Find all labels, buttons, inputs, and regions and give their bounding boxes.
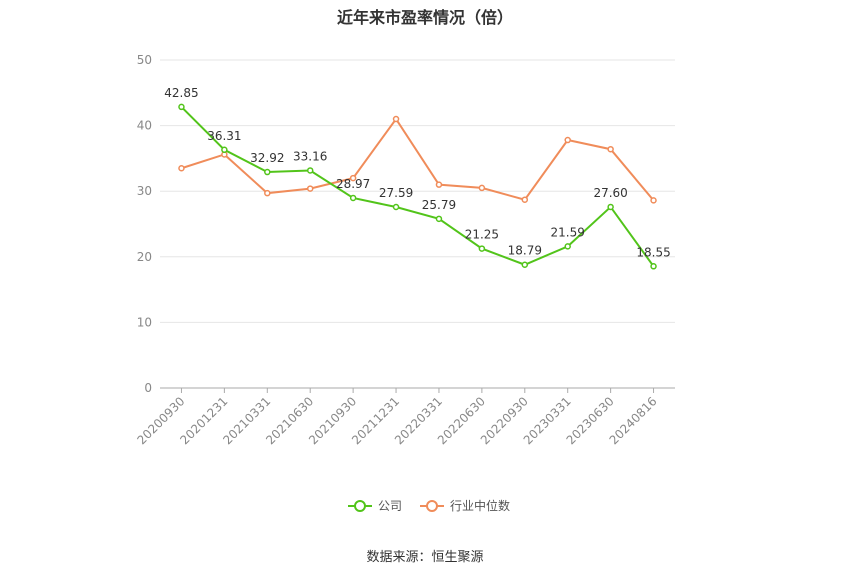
chart-title: 近年来市盈率情况（倍） [336,8,513,27]
legend-label: 行业中位数 [450,498,510,513]
data-point [264,168,271,176]
data-label: 18.79 [508,244,542,258]
data-label: 36.31 [207,129,241,143]
data-point [607,145,614,153]
data-label: 25.79 [422,198,456,212]
data-point [306,185,314,192]
legend-layer: 公司 行业中位数 [348,498,510,513]
series-line [181,117,655,202]
data-point [435,215,443,223]
data-point [392,115,400,123]
data-label: 33.16 [293,149,327,163]
data-point [264,189,271,197]
data-point [178,103,185,111]
data-point [478,245,486,252]
label-layer: 42.85 36.31 32.92 33.16 28.97 27.59 25.79 21.25… [164,86,670,259]
data-point [221,146,228,154]
data-label: 27.59 [379,186,413,200]
data-source-note: 数据来源：恒生聚源 [366,550,484,565]
legend-marker [354,500,366,512]
y-tick-label: 0 [144,381,152,395]
data-label: 18.55 [636,245,670,259]
y-tick-label: 10 [137,315,152,329]
legend-label: 公司 [378,499,402,513]
data-point [521,196,529,203]
series-line [180,106,655,267]
y-tick-label: 50 [137,53,152,67]
data-label: 32.92 [250,151,284,165]
data-point [435,181,443,188]
axis-layer: 0102030405020200930202012312021033120210… [134,53,675,447]
data-point [521,261,529,268]
data-point [392,203,400,211]
grid-layer [160,59,675,323]
data-point [478,184,486,192]
data-label: 27.60 [593,186,627,200]
y-tick-label: 40 [137,119,152,133]
data-point [306,167,314,174]
y-tick-label: 20 [137,250,152,264]
series-layer [178,103,657,270]
data-point [564,243,571,250]
data-point [178,164,185,172]
data-label: 28.97 [336,177,370,191]
y-tick-label: 30 [137,184,152,198]
legend-marker [426,500,438,512]
data-point [650,197,657,204]
data-label: 21.25 [465,228,499,242]
data-label: 21.59 [551,225,585,239]
data-point [650,263,657,270]
data-point [349,174,357,182]
data-label: 42.85 [164,86,198,100]
data-point [349,194,357,202]
data-point [564,136,571,144]
data-point [607,203,614,211]
